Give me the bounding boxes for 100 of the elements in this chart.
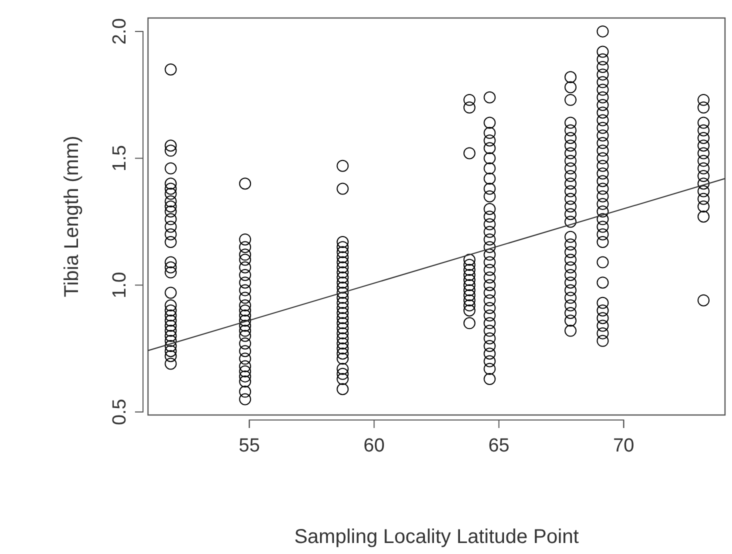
x-axis-title: Sampling Locality Latitude Point <box>294 526 580 548</box>
point <box>484 241 496 254</box>
point <box>463 102 476 114</box>
point <box>564 261 577 274</box>
y-axis-title: Tibia Length (mm) <box>61 136 83 298</box>
point <box>564 132 577 144</box>
point <box>564 94 577 106</box>
point <box>596 99 609 111</box>
x-tick-label: 60 <box>364 435 385 456</box>
point <box>596 53 609 66</box>
point <box>596 114 609 126</box>
point <box>463 317 476 330</box>
point <box>463 279 476 292</box>
point <box>596 144 609 157</box>
point <box>336 246 349 258</box>
y-tick-label: 1.0 <box>110 272 131 298</box>
point <box>463 274 476 286</box>
point <box>484 340 496 352</box>
point <box>698 124 710 136</box>
point <box>564 307 577 320</box>
point <box>336 296 349 309</box>
point <box>336 182 349 195</box>
point <box>336 368 349 380</box>
point <box>239 352 252 365</box>
point <box>463 294 476 306</box>
point <box>239 324 252 337</box>
point <box>239 261 252 274</box>
point <box>698 102 710 114</box>
point <box>564 314 577 327</box>
point <box>164 195 177 208</box>
point <box>239 386 252 398</box>
point <box>596 206 609 218</box>
point <box>564 276 577 289</box>
point <box>698 154 710 167</box>
point <box>564 230 577 243</box>
point <box>239 370 252 382</box>
point <box>596 320 609 332</box>
point <box>596 25 609 38</box>
point <box>596 91 609 104</box>
point <box>239 254 252 266</box>
point <box>698 162 710 174</box>
point <box>596 256 609 268</box>
point <box>484 126 496 139</box>
point <box>336 312 349 324</box>
x-tick-label: 70 <box>613 435 634 456</box>
point <box>698 192 710 205</box>
point <box>596 312 609 324</box>
point <box>564 299 577 312</box>
point <box>336 327 349 340</box>
point <box>564 81 577 94</box>
point <box>164 324 177 337</box>
point <box>698 294 710 306</box>
point <box>239 304 252 316</box>
point <box>596 60 609 73</box>
point <box>564 154 577 167</box>
point <box>596 137 609 150</box>
point <box>336 302 349 314</box>
point <box>164 182 177 195</box>
point <box>484 218 496 230</box>
point <box>564 324 577 337</box>
point <box>164 340 177 352</box>
point <box>239 320 252 332</box>
point <box>596 175 609 188</box>
point <box>164 144 177 157</box>
point <box>463 258 476 271</box>
point <box>596 304 609 316</box>
point <box>596 160 609 172</box>
point <box>239 284 252 296</box>
point <box>596 106 609 119</box>
point <box>564 147 577 160</box>
point <box>484 324 496 337</box>
point <box>564 292 577 304</box>
point <box>596 46 609 58</box>
y-tick-label: 0.5 <box>110 398 131 426</box>
point <box>596 84 609 96</box>
point <box>239 292 252 304</box>
point <box>596 236 609 248</box>
point <box>164 64 177 76</box>
point <box>484 310 496 322</box>
point <box>463 147 476 160</box>
point <box>239 314 252 327</box>
point <box>336 372 349 385</box>
point <box>698 132 710 144</box>
point <box>596 76 609 88</box>
point <box>164 310 177 322</box>
point <box>484 286 496 299</box>
point <box>336 292 349 304</box>
point <box>164 286 177 299</box>
point <box>564 284 577 296</box>
point <box>596 213 609 226</box>
point <box>336 342 349 355</box>
point <box>596 152 609 164</box>
point <box>698 170 710 182</box>
point <box>564 162 577 174</box>
point <box>484 279 496 292</box>
point <box>164 206 177 218</box>
point <box>484 233 496 246</box>
point <box>463 254 476 266</box>
point <box>564 178 577 190</box>
point <box>564 208 577 220</box>
